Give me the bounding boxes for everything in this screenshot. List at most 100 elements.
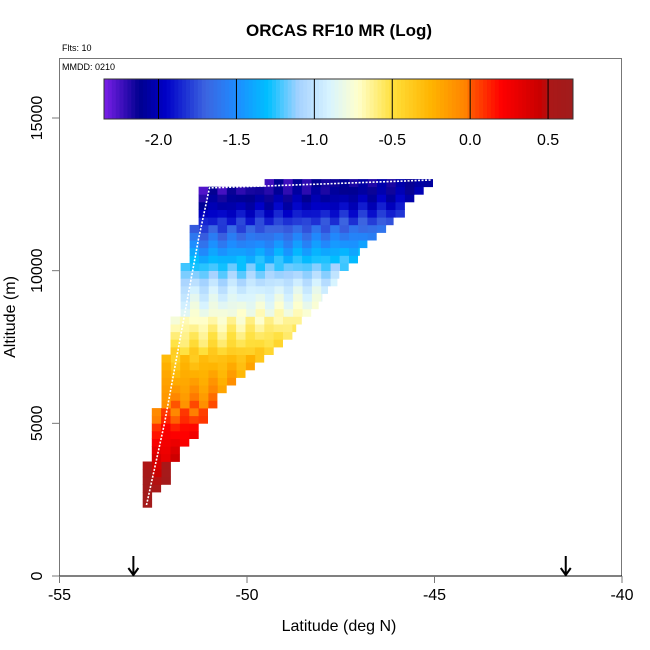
heatmap-cell: [274, 293, 285, 302]
heatmap-cell: [302, 278, 313, 287]
heatmap-cell: [152, 461, 162, 470]
colorbar-swatch: [404, 79, 410, 119]
heatmap-cell: [161, 400, 172, 409]
heatmap-cell: [283, 324, 293, 333]
heatmap-cell: [208, 285, 219, 294]
heatmap-cell: [236, 209, 246, 218]
heatmap-cell: [274, 240, 284, 249]
heatmap-cell: [320, 240, 331, 249]
colorbar-swatch: [291, 79, 297, 119]
heatmap-cell: [255, 240, 265, 249]
heatmap-cell: [246, 301, 256, 310]
heatmap-cell: [180, 285, 191, 294]
heatmap-cell: [320, 247, 331, 256]
heatmap-cell: [301, 186, 312, 195]
heatmap-cell: [217, 369, 228, 378]
heatmap-cell: [236, 270, 247, 279]
heatmap-cell: [189, 431, 199, 439]
heatmap-cell: [161, 392, 172, 401]
heatmap-cell: [226, 194, 237, 203]
heatmap-cell: [236, 186, 246, 195]
colorbar-swatch: [146, 79, 152, 119]
heatmap-cell: [283, 240, 294, 249]
colorbar-swatch: [487, 79, 492, 119]
heatmap-cell: [320, 186, 331, 195]
colorbar-swatch: [377, 79, 382, 119]
colorbar-swatch: [361, 79, 367, 119]
heatmap-cell: [189, 339, 200, 348]
heatmap-cell: [283, 179, 294, 188]
heatmap-cell: [142, 484, 153, 493]
heatmap-cell: [217, 331, 228, 340]
heatmap-cell: [255, 301, 266, 310]
colorbar-swatch: [166, 79, 171, 119]
heatmap-cell: [321, 278, 331, 287]
heatmap-cell: [376, 209, 387, 218]
heatmap-cell: [189, 408, 200, 417]
heatmap-cell: [311, 263, 322, 271]
heatmap-cell: [208, 308, 219, 317]
heatmap-cell: [292, 324, 297, 333]
colorbar-swatch: [127, 79, 132, 119]
heatmap-cell: [264, 240, 275, 249]
colorbar-swatch: [143, 79, 148, 119]
heatmap-cell: [208, 369, 219, 378]
colorbar-swatch: [107, 79, 113, 119]
heatmap-cell: [199, 293, 210, 302]
heatmap-cell: [321, 285, 328, 294]
heatmap-cell: [199, 301, 210, 310]
colorbar-swatch: [506, 79, 511, 119]
heatmap-cell: [190, 278, 200, 287]
heatmap-cell: [330, 270, 340, 279]
colorbar-swatch: [557, 79, 562, 119]
heatmap-cell: [274, 270, 285, 279]
colorbar-swatch: [264, 79, 269, 119]
heatmap-cell: [245, 247, 256, 256]
heatmap-cell: [292, 240, 303, 249]
heatmap-cell: [208, 362, 219, 371]
heatmap-cell: [208, 247, 219, 256]
heatmap-cell: [283, 293, 294, 302]
heatmap-cell: [189, 316, 200, 325]
colorbar-swatch: [397, 79, 402, 119]
heatmap-cell: [198, 209, 209, 218]
heatmap-cell: [283, 278, 294, 287]
heatmap-cell: [311, 186, 321, 195]
heatmap-cell: [255, 285, 266, 294]
heatmap-cell: [179, 324, 190, 333]
heatmap-cell: [218, 293, 228, 302]
heatmap-cell: [339, 209, 350, 218]
colorbar-swatch: [139, 79, 144, 119]
heatmap-cell: [161, 354, 172, 363]
heatmap-cell: [320, 202, 331, 210]
heatmap-cell: [246, 270, 256, 279]
heatmap-cell: [170, 369, 181, 378]
colorbar-swatch: [334, 79, 339, 119]
colorbar-swatch: [217, 79, 222, 119]
heatmap-cell: [179, 339, 190, 348]
heatmap-cell: [358, 232, 369, 241]
heatmap-cell: [293, 293, 303, 302]
colorbar-swatch: [150, 79, 156, 119]
heatmap-cell: [358, 224, 369, 233]
heatmap-cell: [283, 255, 294, 264]
heatmap-cell: [227, 377, 237, 386]
heatmap-cell: [264, 324, 275, 333]
heatmap-cell: [199, 354, 209, 363]
heatmap-cell: [199, 224, 209, 233]
heatmap-cell: [151, 446, 162, 455]
colorbar-swatch: [338, 79, 343, 119]
heatmap-cell: [320, 255, 331, 264]
heatmap-cell: [170, 431, 181, 439]
heatmap-cell: [348, 217, 359, 226]
heatmap-cell: [199, 240, 209, 249]
heatmap-cell: [226, 202, 237, 210]
colorbar-swatch: [330, 79, 336, 119]
heatmap-cell: [226, 347, 237, 355]
heatmap-cell: [208, 293, 219, 302]
heatmap-cell: [161, 469, 171, 478]
heatmap-cell: [161, 423, 171, 432]
heatmap-cell: [320, 179, 331, 188]
heatmap-cell: [217, 202, 228, 210]
colorbar-swatch: [412, 79, 418, 119]
